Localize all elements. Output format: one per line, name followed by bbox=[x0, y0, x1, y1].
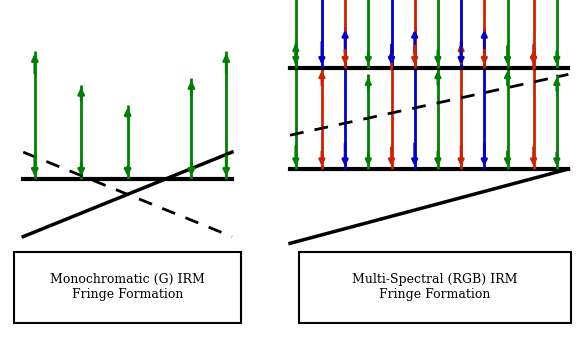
FancyBboxPatch shape bbox=[14, 252, 241, 323]
Text: Multi-Spectral (RGB) IRM
Fringe Formation: Multi-Spectral (RGB) IRM Fringe Formatio… bbox=[352, 273, 518, 301]
FancyBboxPatch shape bbox=[299, 252, 571, 323]
Text: Monochromatic (G) IRM
Fringe Formation: Monochromatic (G) IRM Fringe Formation bbox=[50, 273, 205, 301]
